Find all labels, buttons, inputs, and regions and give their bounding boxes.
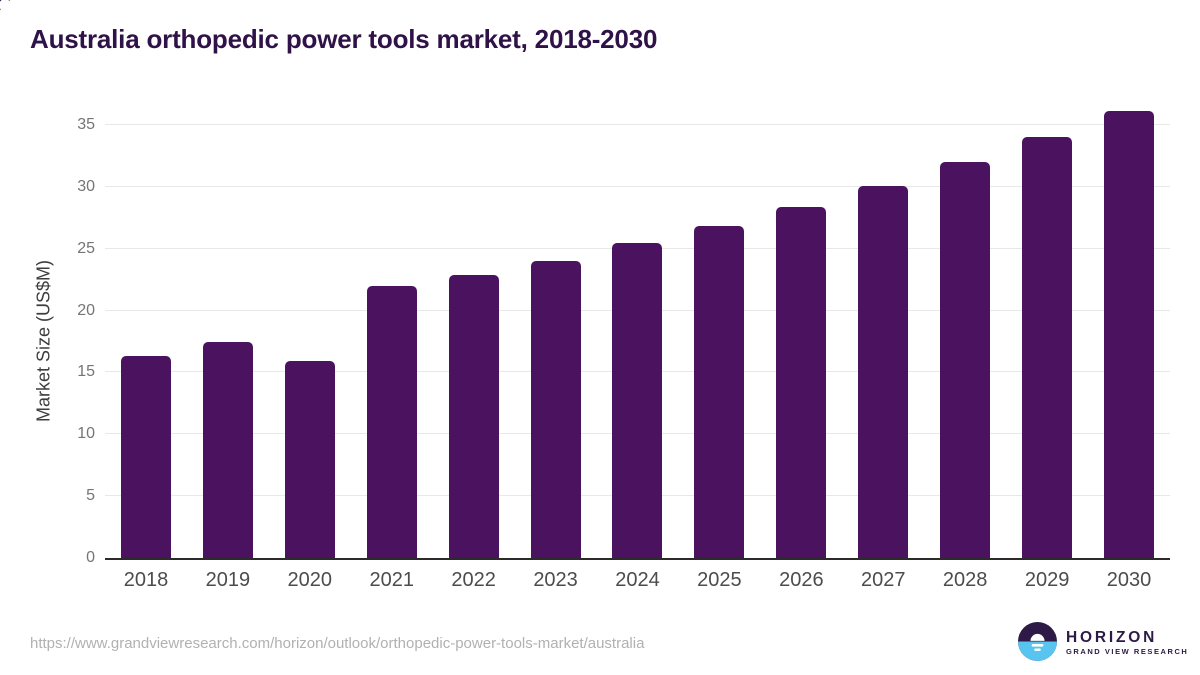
x-tick-label-2025: 2025 xyxy=(697,569,742,591)
bar-2024 xyxy=(612,242,663,558)
bar-2030 xyxy=(1104,111,1155,558)
x-tick-label-2020: 2020 xyxy=(287,569,333,591)
x-tick-label-2029: 2029 xyxy=(1024,569,1070,591)
x-tick-label-2027: 2027 xyxy=(861,569,906,591)
bars-container xyxy=(105,111,1170,558)
gridline xyxy=(105,185,1170,187)
y-tick-label: 15 xyxy=(77,363,95,381)
x-tick-label-2019: 2019 xyxy=(205,569,251,591)
x-tick-label-2018: 2018 xyxy=(123,569,169,591)
bar-2021 xyxy=(366,285,417,558)
bar-2018 xyxy=(120,356,171,558)
bar-2026 xyxy=(776,206,827,558)
bar-slot-2023 xyxy=(515,125,597,558)
x-axis-line xyxy=(105,558,1170,560)
bar-2022 xyxy=(448,274,499,558)
bar-slot-2024 xyxy=(597,125,679,558)
bar-slot-2029 xyxy=(1006,125,1088,558)
x-tick-label-2026: 2026 xyxy=(779,569,824,591)
bar-slot-2021 xyxy=(351,125,433,558)
gridline xyxy=(105,124,1170,125)
horizon-logo: HORIZON GRAND VIEW RESEARCH xyxy=(1018,622,1188,661)
bar-slot-2028 xyxy=(924,125,1006,558)
x-tick-label-2024: 2024 xyxy=(615,569,660,591)
bar-2019 xyxy=(202,341,253,558)
bar-2029 xyxy=(1022,137,1073,558)
bar-2020 xyxy=(284,361,335,558)
bar-slot-2022 xyxy=(433,125,515,558)
y-tick-label: 35 xyxy=(77,116,95,133)
bar-slot-2026 xyxy=(760,125,842,558)
y-tick-label: 0 xyxy=(86,549,95,566)
x-tick-label-2030: 2030 xyxy=(1106,569,1152,591)
x-tick-label-2022: 2022 xyxy=(451,569,496,591)
logo-tagline: GRAND VIEW RESEARCH xyxy=(1066,647,1189,656)
bar-slot-2027 xyxy=(842,125,924,558)
y-tick-label: 20 xyxy=(77,301,95,319)
bar-slot-2019 xyxy=(187,125,269,558)
corner-decoration xyxy=(0,0,14,14)
logo-wordmark: HORIZON xyxy=(1066,629,1158,646)
bar-2027 xyxy=(858,185,909,558)
y-axis-tick-labels: 0 5 10 15 20 25 30 35 xyxy=(0,116,95,566)
bar-slot-2030 xyxy=(1088,111,1170,558)
x-axis-labels: 2018 2019 2020 2021 2022 2023 2024 2025 2026 2027… xyxy=(105,569,1170,592)
y-tick-label: 10 xyxy=(77,425,95,443)
bar-2023 xyxy=(530,261,581,558)
y-tick-label: 25 xyxy=(77,239,95,257)
chart-title: Australia orthopedic power tools market,… xyxy=(30,24,658,54)
bar-slot-2018 xyxy=(105,125,187,558)
source-url: https://www.grandviewresearch.com/horizo… xyxy=(30,635,645,652)
x-tick-label-2021: 2021 xyxy=(369,569,414,591)
y-tick-label: 5 xyxy=(86,487,95,505)
bar-2028 xyxy=(940,162,991,558)
bar-2025 xyxy=(694,226,745,558)
y-tick-label: 30 xyxy=(77,177,95,195)
bar-slot-2020 xyxy=(269,125,351,558)
logo-text-block: HORIZON GRAND VIEW RESEARCH xyxy=(1066,627,1188,656)
horizon-sun-icon xyxy=(1018,622,1057,661)
x-tick-label-2028: 2028 xyxy=(942,569,988,591)
x-tick-label-2023: 2023 xyxy=(533,569,578,591)
plot-area xyxy=(105,111,1170,560)
bar-slot-2025 xyxy=(678,125,760,558)
